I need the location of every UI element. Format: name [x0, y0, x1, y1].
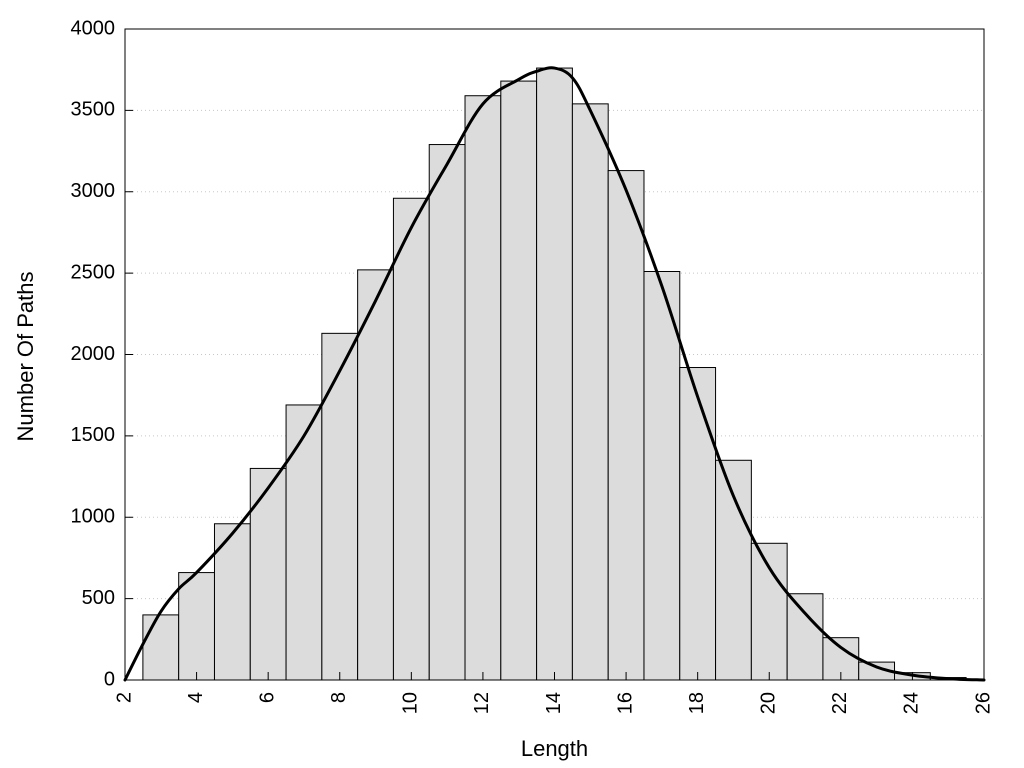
x-axis-label: Length	[521, 736, 588, 761]
histogram-bar	[285, 404, 323, 681]
y-tick-label: 0	[104, 668, 115, 690]
x-tick-label: 24	[901, 692, 923, 714]
x-tick-label: 14	[543, 692, 565, 714]
y-tick-label: 1000	[71, 506, 116, 528]
y-tick-label: 2500	[71, 261, 116, 283]
x-tick-label: 26	[972, 692, 994, 714]
x-tick-label: 16	[614, 692, 636, 714]
density-curve-group	[123, 66, 986, 682]
x-tick-label: 10	[400, 692, 422, 714]
histogram-bar	[213, 523, 251, 681]
x-tick-label: 12	[471, 692, 493, 714]
histogram-bar	[428, 144, 466, 681]
bars	[142, 67, 967, 681]
histogram-bar	[178, 572, 215, 681]
y-tick-label: 3000	[71, 180, 116, 202]
x-tick-label: 4	[185, 692, 207, 703]
histogram-bar	[249, 467, 287, 681]
histogram-bar	[464, 95, 502, 681]
histogram-bar	[607, 170, 645, 681]
histogram-bar	[643, 270, 681, 681]
y-tick-label: 4000	[71, 17, 116, 39]
x-tick-labels: 2 4 6 8 10 12 14 16 18 20 22 24 26	[113, 692, 994, 714]
histogram-bar	[536, 67, 573, 681]
histogram-bar	[571, 103, 609, 681]
histogram-bar	[392, 197, 430, 681]
x-tick-label: 20	[758, 692, 780, 714]
y-tick-label: 2000	[71, 343, 116, 365]
x-tick-label: 22	[829, 692, 851, 714]
histogram-bar	[750, 542, 788, 681]
y-tick-labels: 0 500 1000 1500 2000 2500 3000 3500 4000	[71, 17, 116, 690]
x-tick-label: 2	[113, 692, 135, 703]
y-tick-label: 500	[82, 587, 115, 609]
histogram-bar	[142, 614, 180, 681]
axis-ticks	[124, 28, 985, 681]
y-axis-label: Number Of Paths	[13, 272, 38, 442]
x-tick-label: 18	[686, 692, 708, 714]
histogram-bar	[679, 367, 717, 681]
histogram-bar	[500, 80, 538, 681]
histogram-bar	[321, 332, 359, 681]
density-curve	[123, 66, 986, 682]
x-tick-label: 8	[328, 692, 350, 703]
x-tick-label: 6	[256, 692, 278, 703]
histogram-bar	[786, 593, 824, 681]
y-tick-label: 3500	[71, 99, 116, 121]
y-tick-label: 1500	[71, 424, 116, 446]
histogram-bar	[357, 269, 394, 681]
